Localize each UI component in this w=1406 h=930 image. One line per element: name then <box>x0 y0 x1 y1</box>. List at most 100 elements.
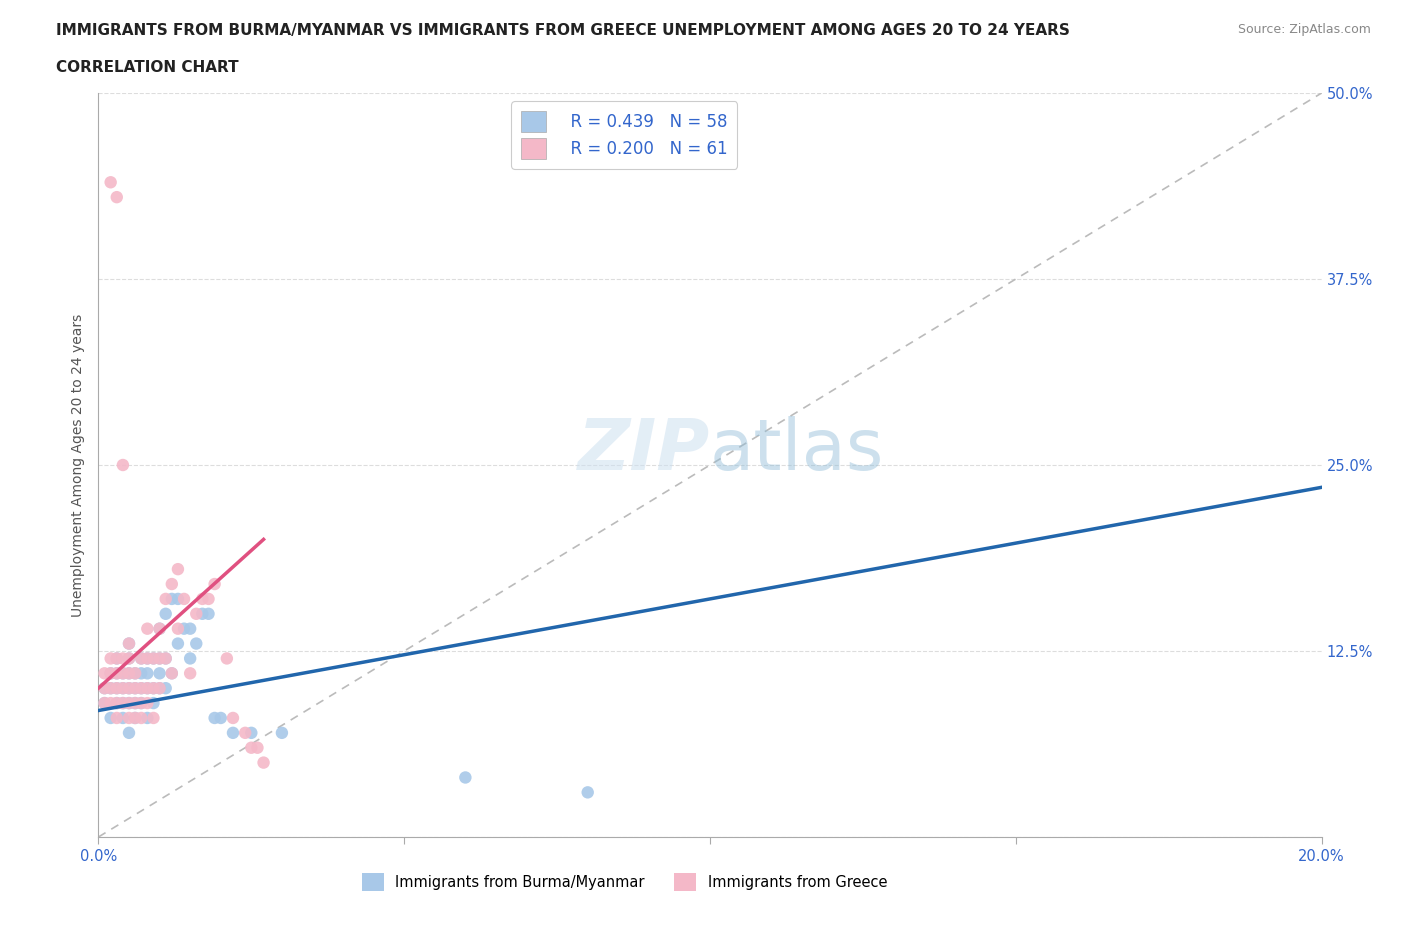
Point <box>118 696 141 711</box>
Y-axis label: Unemployment Among Ages 20 to 24 years: Unemployment Among Ages 20 to 24 years <box>72 313 86 617</box>
Point <box>111 696 134 711</box>
Point <box>136 651 159 666</box>
Point <box>111 666 134 681</box>
Text: CORRELATION CHART: CORRELATION CHART <box>56 60 239 75</box>
Point <box>240 725 263 740</box>
Point <box>105 696 128 711</box>
Point <box>129 681 152 696</box>
Point <box>129 666 152 681</box>
Point <box>204 711 226 725</box>
Point <box>93 681 115 696</box>
Point <box>191 606 214 621</box>
Point <box>136 651 159 666</box>
Point <box>179 621 201 636</box>
Point <box>100 696 122 711</box>
Point <box>111 696 134 711</box>
Legend: Immigrants from Burma/Myanmar, Immigrants from Greece: Immigrants from Burma/Myanmar, Immigrant… <box>356 867 893 897</box>
Point <box>93 666 115 681</box>
Point <box>215 651 238 666</box>
Point <box>173 591 195 606</box>
Point <box>105 651 128 666</box>
Point <box>155 681 177 696</box>
Point <box>105 681 128 696</box>
Point <box>160 666 183 681</box>
Point <box>129 651 152 666</box>
Point <box>246 740 269 755</box>
Point <box>118 636 141 651</box>
Text: ZIP: ZIP <box>578 416 710 485</box>
Point <box>160 666 183 681</box>
Point <box>129 696 152 711</box>
Point <box>155 651 177 666</box>
Point <box>129 651 152 666</box>
Point <box>209 711 232 725</box>
Point <box>222 725 245 740</box>
Point <box>149 681 172 696</box>
Point <box>105 651 128 666</box>
Point <box>118 681 141 696</box>
Point <box>149 681 172 696</box>
Point <box>111 651 134 666</box>
Point <box>197 606 219 621</box>
Point <box>118 666 141 681</box>
Point <box>129 711 152 725</box>
Point <box>142 696 165 711</box>
Point <box>124 666 146 681</box>
Point <box>105 666 128 681</box>
Point <box>197 591 219 606</box>
Point <box>179 666 201 681</box>
Point <box>111 458 134 472</box>
Point <box>111 681 134 696</box>
Point <box>118 651 141 666</box>
Point <box>149 666 172 681</box>
Point <box>100 666 122 681</box>
Point <box>179 651 201 666</box>
Point <box>186 606 208 621</box>
Point <box>167 636 190 651</box>
Point <box>100 651 122 666</box>
Point <box>252 755 274 770</box>
Point <box>124 666 146 681</box>
Point <box>118 636 141 651</box>
Point <box>142 681 165 696</box>
Text: Source: ZipAtlas.com: Source: ZipAtlas.com <box>1237 23 1371 36</box>
Point <box>105 696 128 711</box>
Point <box>136 696 159 711</box>
Point <box>155 591 177 606</box>
Point <box>124 711 146 725</box>
Point <box>142 711 165 725</box>
Point <box>118 696 141 711</box>
Point <box>136 681 159 696</box>
Point <box>111 666 134 681</box>
Point <box>142 651 165 666</box>
Point <box>191 591 214 606</box>
Point <box>118 711 141 725</box>
Point <box>149 621 172 636</box>
Point <box>100 666 122 681</box>
Point <box>160 591 183 606</box>
Point <box>155 651 177 666</box>
Point <box>118 725 141 740</box>
Point <box>118 666 141 681</box>
Point <box>155 606 177 621</box>
Point <box>149 621 172 636</box>
Point <box>105 190 128 205</box>
Point <box>160 577 183 591</box>
Point <box>186 636 208 651</box>
Point <box>124 696 146 711</box>
Point <box>111 681 134 696</box>
Point <box>124 696 146 711</box>
Point <box>100 681 122 696</box>
Point <box>270 725 292 740</box>
Point <box>93 696 115 711</box>
Point <box>167 562 190 577</box>
Point <box>105 711 128 725</box>
Point <box>240 740 263 755</box>
Point <box>136 621 159 636</box>
Point <box>167 621 190 636</box>
Point <box>100 175 122 190</box>
Point <box>136 681 159 696</box>
Point <box>222 711 245 725</box>
Point <box>105 681 128 696</box>
Point <box>149 651 172 666</box>
